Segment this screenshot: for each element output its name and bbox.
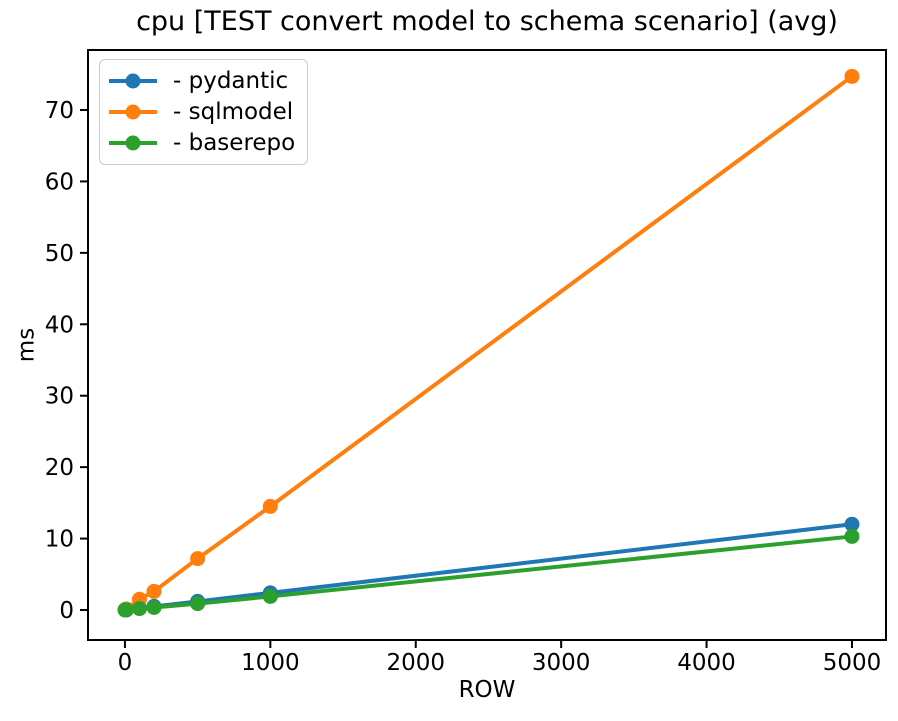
data-point-baserepo: [262, 588, 278, 604]
y-tick-label: 70: [45, 98, 74, 124]
data-point-baserepo: [146, 600, 162, 615]
legend-label-baserepo: - baserepo: [173, 129, 296, 156]
data-point-pydantic: [844, 516, 860, 532]
data-point-sqlmodel: [262, 498, 278, 514]
y-tick-label: 0: [59, 598, 74, 624]
y-tick-label: 50: [45, 241, 74, 267]
data-point-baserepo: [844, 528, 860, 544]
y-tick-label: 20: [45, 455, 74, 481]
data-point-sqlmodel: [844, 68, 860, 84]
y-tick-label: 60: [45, 169, 74, 195]
data-point-baserepo: [118, 602, 134, 618]
legend-item-pydantic: - pydantic: [109, 65, 295, 96]
legend-marker-sqlmodel: [125, 104, 141, 119]
data-point-baserepo: [131, 601, 147, 617]
data-point-sqlmodel: [146, 583, 162, 599]
legend: - pydantic - sqlmodel - baserepo: [99, 59, 309, 165]
legend-swatch-pydantic: [109, 73, 157, 88]
data-point-baserepo: [190, 596, 206, 612]
legend-label-pydantic: - pydantic: [173, 67, 289, 94]
legend-marker-baserepo: [125, 135, 141, 150]
x-tick-label: 5000: [823, 650, 882, 676]
plot-frame: [87, 49, 887, 641]
x-tick-label: 0: [118, 650, 133, 676]
x-tick-label: 1000: [241, 650, 300, 676]
legend-item-sqlmodel: - sqlmodel: [109, 96, 295, 127]
series-line-pydantic: [123, 522, 854, 612]
legend-item-baserepo: - baserepo: [109, 127, 295, 158]
legend-swatch-baserepo: [109, 135, 157, 150]
legend-marker-pydantic: [125, 73, 141, 88]
data-point-sqlmodel: [190, 551, 206, 567]
y-tick-label: 30: [45, 384, 74, 410]
x-axis-label: ROW: [458, 677, 516, 703]
y-axis-label: ms: [13, 327, 40, 363]
y-tick-label: 40: [45, 312, 74, 338]
x-tick-label: 4000: [677, 650, 736, 676]
x-tick-label: 3000: [532, 650, 591, 676]
series-line-baserepo: [123, 534, 854, 612]
chart-title: cpu [TEST convert model to schema scenar…: [136, 6, 838, 37]
legend-swatch-sqlmodel: [109, 104, 157, 119]
y-tick-label: 10: [45, 527, 74, 553]
x-tick-label: 2000: [386, 650, 445, 676]
legend-label-sqlmodel: - sqlmodel: [173, 98, 294, 125]
